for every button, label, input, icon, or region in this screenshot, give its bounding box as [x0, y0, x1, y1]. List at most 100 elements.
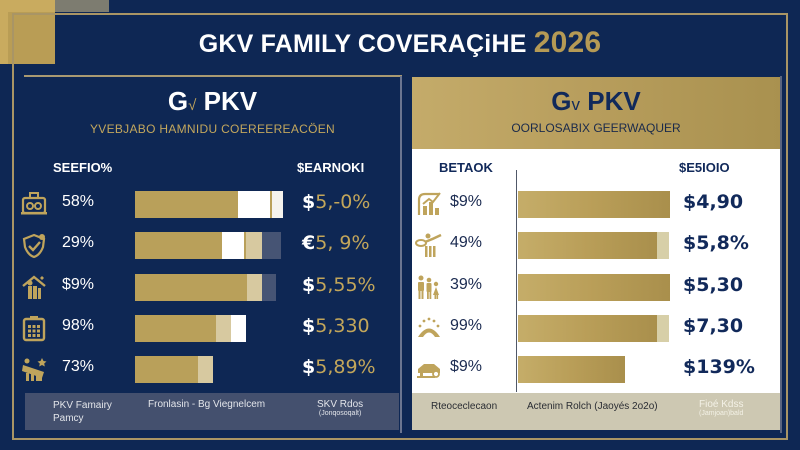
decorative-gray-strip	[55, 0, 109, 12]
heading-v: v	[571, 95, 581, 114]
right-panel-subtitle: OORLOSABIX GEERWAQUER	[511, 121, 681, 135]
family-icon	[415, 273, 443, 301]
right-column-label-amount: $E5IOIO	[679, 160, 730, 175]
row-amount: $5,8%	[683, 232, 749, 255]
left-column-label-amount: $EARNOKI	[297, 160, 365, 175]
gift-icon	[20, 355, 48, 383]
shield-check-icon	[20, 231, 48, 259]
row-bar	[135, 314, 246, 342]
right-panel-border	[780, 76, 782, 433]
row-percent: 49%	[450, 234, 483, 252]
footer-subtext: (Jamjoan)bald	[699, 410, 744, 417]
heading-check: √	[188, 97, 197, 114]
calendar-icon	[20, 314, 48, 342]
bar-segment	[518, 191, 670, 218]
bar-segment	[135, 314, 216, 342]
bar-segment	[518, 314, 657, 342]
row-percent: 99%	[450, 316, 483, 334]
row-percent: $9%	[450, 193, 483, 210]
footer-text: Pamcy	[53, 413, 84, 424]
data-row: 49% $5,8%	[415, 229, 755, 261]
footer-cell: Rteoceclecaon	[431, 401, 498, 412]
outer-frame	[12, 13, 788, 440]
decorative-gold-block-inner	[8, 12, 55, 64]
row-amount: $5,330	[302, 315, 370, 337]
row-amount: $5,-0%	[302, 191, 370, 213]
row-bar	[135, 356, 213, 384]
footer-text: PKV Famairy	[53, 400, 112, 411]
footer-text: SKV Rdos	[317, 399, 364, 410]
right-panel-body	[412, 149, 780, 393]
bar-segment	[247, 273, 262, 301]
footer-text: Fioé Kdss	[699, 399, 744, 410]
footer-cell: Fioé Kdss (Jamjoan)bald	[699, 399, 743, 417]
data-row: 98% $5,330	[20, 312, 370, 344]
left-column-label-percent: SEEFIO%	[53, 160, 113, 175]
footer-subtext: (Jonqosoqalt)	[318, 410, 362, 417]
right-panel-header-band	[412, 77, 780, 149]
right-panel-heading: Gv PKV	[412, 86, 780, 117]
heading-letter: G	[551, 86, 572, 116]
amount-value: 5,55%	[315, 273, 376, 296]
bar-axis-line	[516, 170, 517, 392]
row-amount: $5,30	[683, 273, 744, 296]
row-percent: 73%	[62, 358, 95, 376]
row-percent: 29%	[62, 234, 95, 252]
divider-line	[24, 75, 402, 77]
row-amount: $139%	[683, 356, 755, 379]
currency-symbol: $	[302, 356, 316, 379]
right-panel-footer: Rteoceclecaon Actenim Rolch (Jaoyés 2o2o…	[412, 393, 780, 430]
footer-cell: SKV Rdos (Jonqosoqalt)	[317, 399, 363, 417]
row-percent: 58%	[62, 193, 95, 210]
left-panel-footer: PKV Famairy Pamcy Fronlasin - Bg Viegnel…	[25, 393, 399, 430]
row-bar	[518, 356, 625, 384]
footer-cell: Fronlasin - Bg Viegnelcem	[148, 399, 266, 410]
row-bar	[518, 191, 670, 218]
right-column-label-percent: BETAOK	[439, 160, 493, 175]
amount-value: 5,89%	[315, 356, 376, 379]
data-row: 73% $5,89%	[20, 353, 376, 385]
row-amount: $5,89%	[302, 356, 376, 378]
bar-segment	[244, 232, 246, 260]
row-percent: $9%	[62, 275, 95, 293]
row-percent: 39%	[450, 275, 483, 293]
row-bar	[518, 273, 670, 301]
row-amount: $7,30	[683, 314, 744, 337]
bar-segment	[272, 191, 283, 218]
bar-segment	[135, 191, 238, 218]
bar-segment	[246, 232, 262, 260]
data-row: $9% $4,90	[415, 188, 755, 220]
growth-chart-icon	[415, 190, 443, 218]
bar-segment	[135, 273, 247, 301]
handshake-icon	[415, 231, 443, 259]
bar-segment	[222, 232, 244, 260]
family-home-icon	[20, 273, 48, 301]
row-bar	[135, 191, 283, 218]
bar-segment	[238, 191, 270, 218]
row-percent: 98%	[62, 316, 95, 334]
bar-segment	[231, 314, 246, 342]
bar-segment	[657, 232, 669, 260]
row-percent: $9%	[450, 358, 483, 376]
row-amount: €5, 9%	[302, 232, 370, 254]
amount-value: 5,-0%	[315, 191, 371, 213]
title-year: 2026	[533, 26, 602, 59]
page-title: GKV FAMILY COVERAÇiHE 2026	[0, 26, 800, 60]
bar-segment	[657, 314, 669, 342]
bar-segment	[518, 232, 657, 260]
bar-segment	[198, 356, 213, 384]
heading-rest: PKV	[580, 86, 641, 116]
bar-segment	[270, 191, 272, 218]
left-panel-heading: G√ PKV	[25, 86, 400, 117]
briefcase-icon	[20, 190, 48, 218]
data-row: 58% $5,-0%	[20, 188, 370, 220]
row-bar	[518, 232, 669, 260]
row-bar	[518, 314, 669, 342]
bar-segment	[518, 356, 625, 384]
row-amount: $4,90	[683, 191, 744, 213]
amount-value: 5, 9%	[315, 232, 370, 255]
data-row: 39% $5,30	[415, 271, 755, 303]
currency-symbol: €	[302, 232, 316, 255]
currency-symbol: $	[302, 191, 316, 213]
data-row: 29% €5, 9%	[20, 229, 370, 261]
